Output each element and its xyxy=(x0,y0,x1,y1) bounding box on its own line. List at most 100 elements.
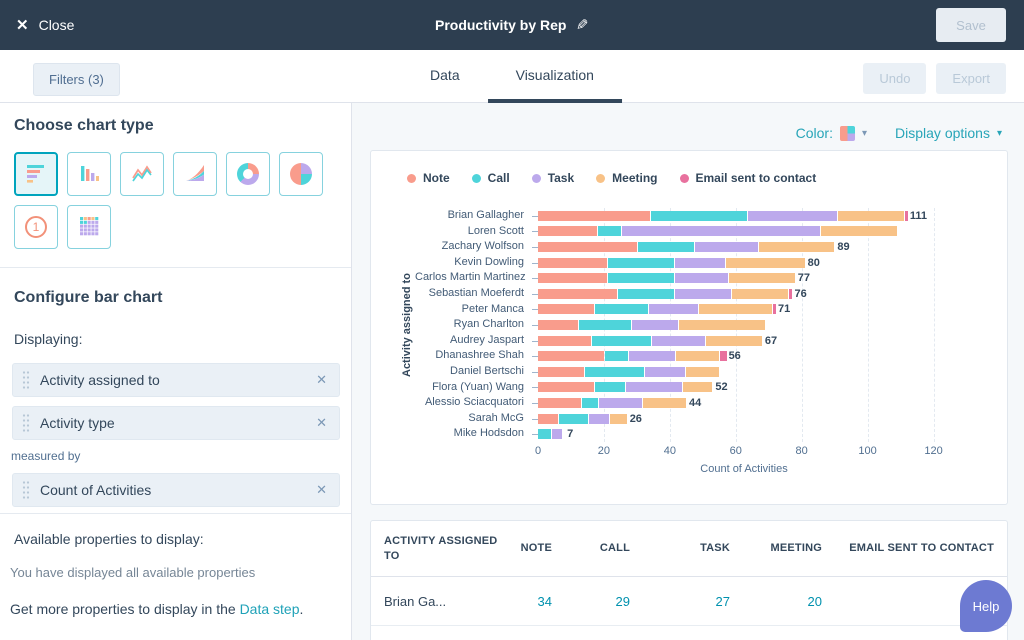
step-tabs: Data Visualization xyxy=(402,50,622,103)
remove-dimension-icon[interactable]: ✕ xyxy=(316,415,327,431)
pivot-table-icon xyxy=(77,214,101,241)
table-header-cell[interactable]: ACTIVITY ASSIGNED TO xyxy=(384,534,502,564)
legend-item[interactable]: Meeting xyxy=(596,171,657,185)
legend-dot-icon xyxy=(680,174,689,183)
chart-type-line[interactable] xyxy=(120,152,164,196)
legend-label: Task xyxy=(548,171,574,185)
bar-segment xyxy=(626,382,682,392)
category-label: Dhanashree Shah xyxy=(415,348,531,364)
bar-segment xyxy=(686,367,719,377)
category-label: Peter Manca xyxy=(415,302,531,318)
chevron-down-icon: ▾ xyxy=(997,128,1002,139)
chart-type-pie[interactable] xyxy=(279,152,323,196)
category-label: Flora (Yuan) Wang xyxy=(415,380,531,396)
bar-row: 77 xyxy=(538,270,950,286)
bar-segment xyxy=(589,414,609,424)
tab-data[interactable]: Data xyxy=(402,50,488,103)
area-icon xyxy=(183,161,207,188)
table-value-cell[interactable]: 29 xyxy=(552,594,630,609)
bar-total-label: 44 xyxy=(689,397,701,409)
close-button[interactable]: ✕ Close xyxy=(0,17,74,33)
legend-item[interactable]: Email sent to contact xyxy=(680,171,817,185)
category-label: Kevin Dowling xyxy=(415,255,531,271)
chart-type-area[interactable] xyxy=(173,152,217,196)
available-properties-heading: Available properties to display: xyxy=(14,531,204,547)
bar-segment xyxy=(585,367,644,377)
chart-type-bar-vertical[interactable] xyxy=(67,152,111,196)
legend-item[interactable]: Call xyxy=(472,171,510,185)
table-value-cell[interactable]: 20 xyxy=(730,594,822,609)
bar-segment xyxy=(538,289,617,299)
bar-segment xyxy=(679,320,765,330)
bar-total-label: 76 xyxy=(794,288,806,300)
drag-handle-icon[interactable] xyxy=(22,413,30,433)
legend-item[interactable]: Task xyxy=(532,171,574,185)
bar-segment xyxy=(729,273,795,283)
single-value-icon: 1 xyxy=(25,216,47,238)
toolbar-actions: Undo Export xyxy=(863,63,1006,94)
help-button[interactable]: Help xyxy=(960,580,1012,632)
remove-measure-icon[interactable]: ✕ xyxy=(316,482,327,498)
x-axis-title: Count of Activities xyxy=(538,463,950,475)
bar-total-label: 26 xyxy=(630,413,642,425)
edit-title-pencil-icon[interactable]: ✎ xyxy=(576,16,589,34)
chart-type-bar-horizontal[interactable] xyxy=(14,152,58,196)
table-header-cell[interactable]: CALL xyxy=(552,541,630,556)
bar-segment xyxy=(608,258,674,268)
bar-segment xyxy=(838,211,904,221)
choose-chart-type-heading: Choose chart type xyxy=(14,117,154,135)
legend-label: Note xyxy=(423,171,450,185)
measured-by-label: measured by xyxy=(11,449,80,463)
x-tick-label: 20 xyxy=(598,445,610,457)
table-header-cell[interactable]: EMAIL SENT TO CONTACT xyxy=(822,541,994,556)
table-header-cell[interactable]: MEETING xyxy=(730,541,822,556)
report-builder-window: ✕ Close Productivity by Rep ✎ Save Filte… xyxy=(0,0,1024,640)
category-label: Alessio Sciacquatori xyxy=(415,395,531,411)
bar-segment xyxy=(651,211,747,221)
export-button[interactable]: Export xyxy=(936,63,1006,94)
dimension-pill[interactable]: Activity assigned to✕ xyxy=(12,363,340,397)
dimension-pill[interactable]: Activity type✕ xyxy=(12,406,340,440)
legend-item[interactable]: Note xyxy=(407,171,450,185)
config-sidebar: Choose chart type 1 Configure bar chart … xyxy=(0,103,352,640)
data-table-card: ACTIVITY ASSIGNED TONOTECALLTASKMEETINGE… xyxy=(370,520,1008,640)
data-step-link[interactable]: Data step xyxy=(240,601,300,617)
category-label: Loren Scott xyxy=(415,224,531,240)
bar-segment xyxy=(538,273,607,283)
category-label: Audrey Jaspart xyxy=(415,333,531,349)
table-row: Loren Sc...1876023 xyxy=(371,626,1007,640)
chart-type-donut[interactable] xyxy=(226,152,270,196)
filters-button[interactable]: Filters (3) xyxy=(33,63,120,96)
bar-segment xyxy=(605,351,628,361)
display-options-label: Display options xyxy=(895,125,990,141)
undo-button[interactable]: Undo xyxy=(863,63,926,94)
x-tick-label: 80 xyxy=(796,445,808,457)
table-header-cell[interactable]: NOTE xyxy=(502,541,552,556)
table-header-cell[interactable]: TASK xyxy=(630,541,730,556)
tab-visualization[interactable]: Visualization xyxy=(488,50,622,103)
bar-segment xyxy=(599,398,642,408)
drag-handle-icon[interactable] xyxy=(22,370,30,390)
display-options-dropdown[interactable]: Display options ▾ xyxy=(895,125,1002,141)
chart-type-single-value[interactable]: 1 xyxy=(14,205,58,249)
bar-segment xyxy=(699,304,772,314)
x-tick-label: 0 xyxy=(535,445,541,457)
table-value-cell[interactable]: 34 xyxy=(502,594,552,609)
measure-pill[interactable]: Count of Activities ✕ xyxy=(12,473,340,507)
bar-vertical-icon xyxy=(77,161,101,188)
bar-segment xyxy=(905,211,908,221)
bar-segment xyxy=(645,367,685,377)
remove-dimension-icon[interactable]: ✕ xyxy=(316,372,327,388)
color-swatch-icon xyxy=(840,126,855,141)
table-value-cell[interactable]: 27 xyxy=(630,594,730,609)
close-label: Close xyxy=(39,17,75,33)
color-dropdown[interactable]: Color: ▾ xyxy=(796,125,867,141)
available-properties-note: You have displayed all available propert… xyxy=(10,565,255,580)
save-button[interactable]: Save xyxy=(936,8,1006,42)
category-label: Sarah McG xyxy=(415,411,531,427)
bar-row: 26 xyxy=(538,411,950,427)
chart-type-pivot-table[interactable] xyxy=(67,205,111,249)
bar-chart-card: Note Call Task Meeting Email sent to contact… xyxy=(370,150,1008,505)
drag-handle-icon[interactable] xyxy=(22,480,30,500)
bar-row: 52 xyxy=(538,380,950,396)
